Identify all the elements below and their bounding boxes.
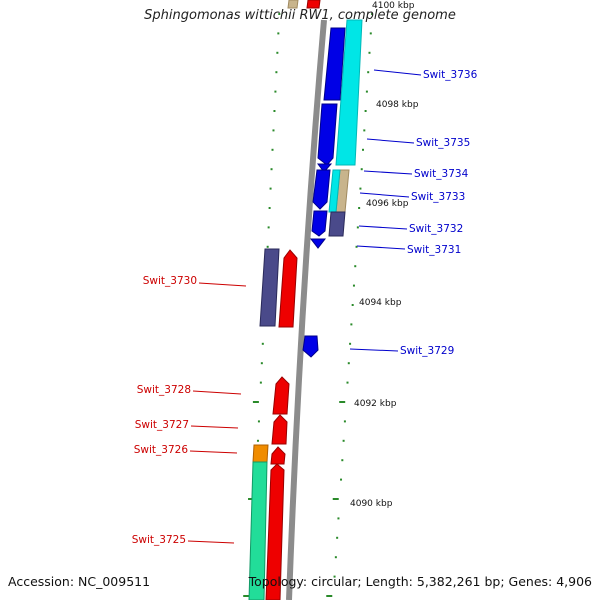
gene-label: Swit_3728 xyxy=(137,384,191,396)
gene-slate-1 xyxy=(328,211,346,237)
gene-label: Swit_3733 xyxy=(411,191,465,203)
gene-tan-top xyxy=(287,0,299,9)
gene-red-3725 xyxy=(265,463,285,600)
gene-green-1 xyxy=(248,461,268,600)
scale-label: 4090 kbp xyxy=(350,499,393,509)
gene-orange-1 xyxy=(252,444,269,463)
gene-slate-3730 xyxy=(259,248,280,327)
gene-blue-3731 xyxy=(309,238,327,249)
gene-label: Swit_3732 xyxy=(409,223,463,235)
accession-label: Accession: NC_009511 xyxy=(8,574,151,589)
scale-label: 4100 kbp xyxy=(372,1,415,11)
gene-cyan-1 xyxy=(335,19,363,166)
reverse-gene-labels: Swit_3730 Swit_3728 Swit_3727 Swit_3726 … xyxy=(132,275,197,546)
gene-blue-3732 xyxy=(311,210,328,237)
scale-labels: 4100 kbp 4098 kbp 4096 kbp 4094 kbp 4092… xyxy=(350,1,419,509)
gene-blue-3736 xyxy=(323,27,346,101)
gene-blue-3729 xyxy=(302,335,319,358)
gene-red-3727 xyxy=(271,414,288,445)
gene-red-top xyxy=(306,0,321,9)
gene-label: Swit_3735 xyxy=(416,137,470,149)
gene-blue-3734 xyxy=(317,163,333,173)
gene-label: Swit_3736 xyxy=(423,69,478,81)
gene-red-3726 xyxy=(270,446,286,465)
scale-label: 4092 kbp xyxy=(354,399,397,409)
gene-label: Swit_3731 xyxy=(407,244,461,256)
reverse-leader-lines xyxy=(187,282,247,544)
gene-blue-3735 xyxy=(317,103,338,166)
gene-label: Swit_3730 xyxy=(143,275,197,287)
tick-marks xyxy=(243,13,374,597)
genome-summary: Topology: circular; Length: 5,382,261 bp… xyxy=(248,574,592,589)
genome-title: Sphingomonas wittichii RW1, complete gen… xyxy=(144,8,456,23)
gene-red-3728 xyxy=(272,376,290,415)
gene-blue-3733 xyxy=(312,169,331,210)
scale-label: 4098 kbp xyxy=(376,100,419,110)
genome-backbone xyxy=(286,19,327,600)
scale-label: 4094 kbp xyxy=(359,298,402,308)
gene-red-3730 xyxy=(278,249,298,328)
gene-label: Swit_3734 xyxy=(414,168,469,180)
gene-label: Swit_3726 xyxy=(134,444,189,456)
forward-gene-labels: Swit_3736 Swit_3735 Swit_3734 Swit_3733 … xyxy=(400,69,478,357)
gene-label: Swit_3729 xyxy=(400,345,454,357)
gene-label: Swit_3727 xyxy=(135,419,189,431)
scale-label: 4096 kbp xyxy=(366,199,409,209)
gene-label: Swit_3725 xyxy=(132,534,186,546)
forward-leader-lines xyxy=(349,69,422,352)
